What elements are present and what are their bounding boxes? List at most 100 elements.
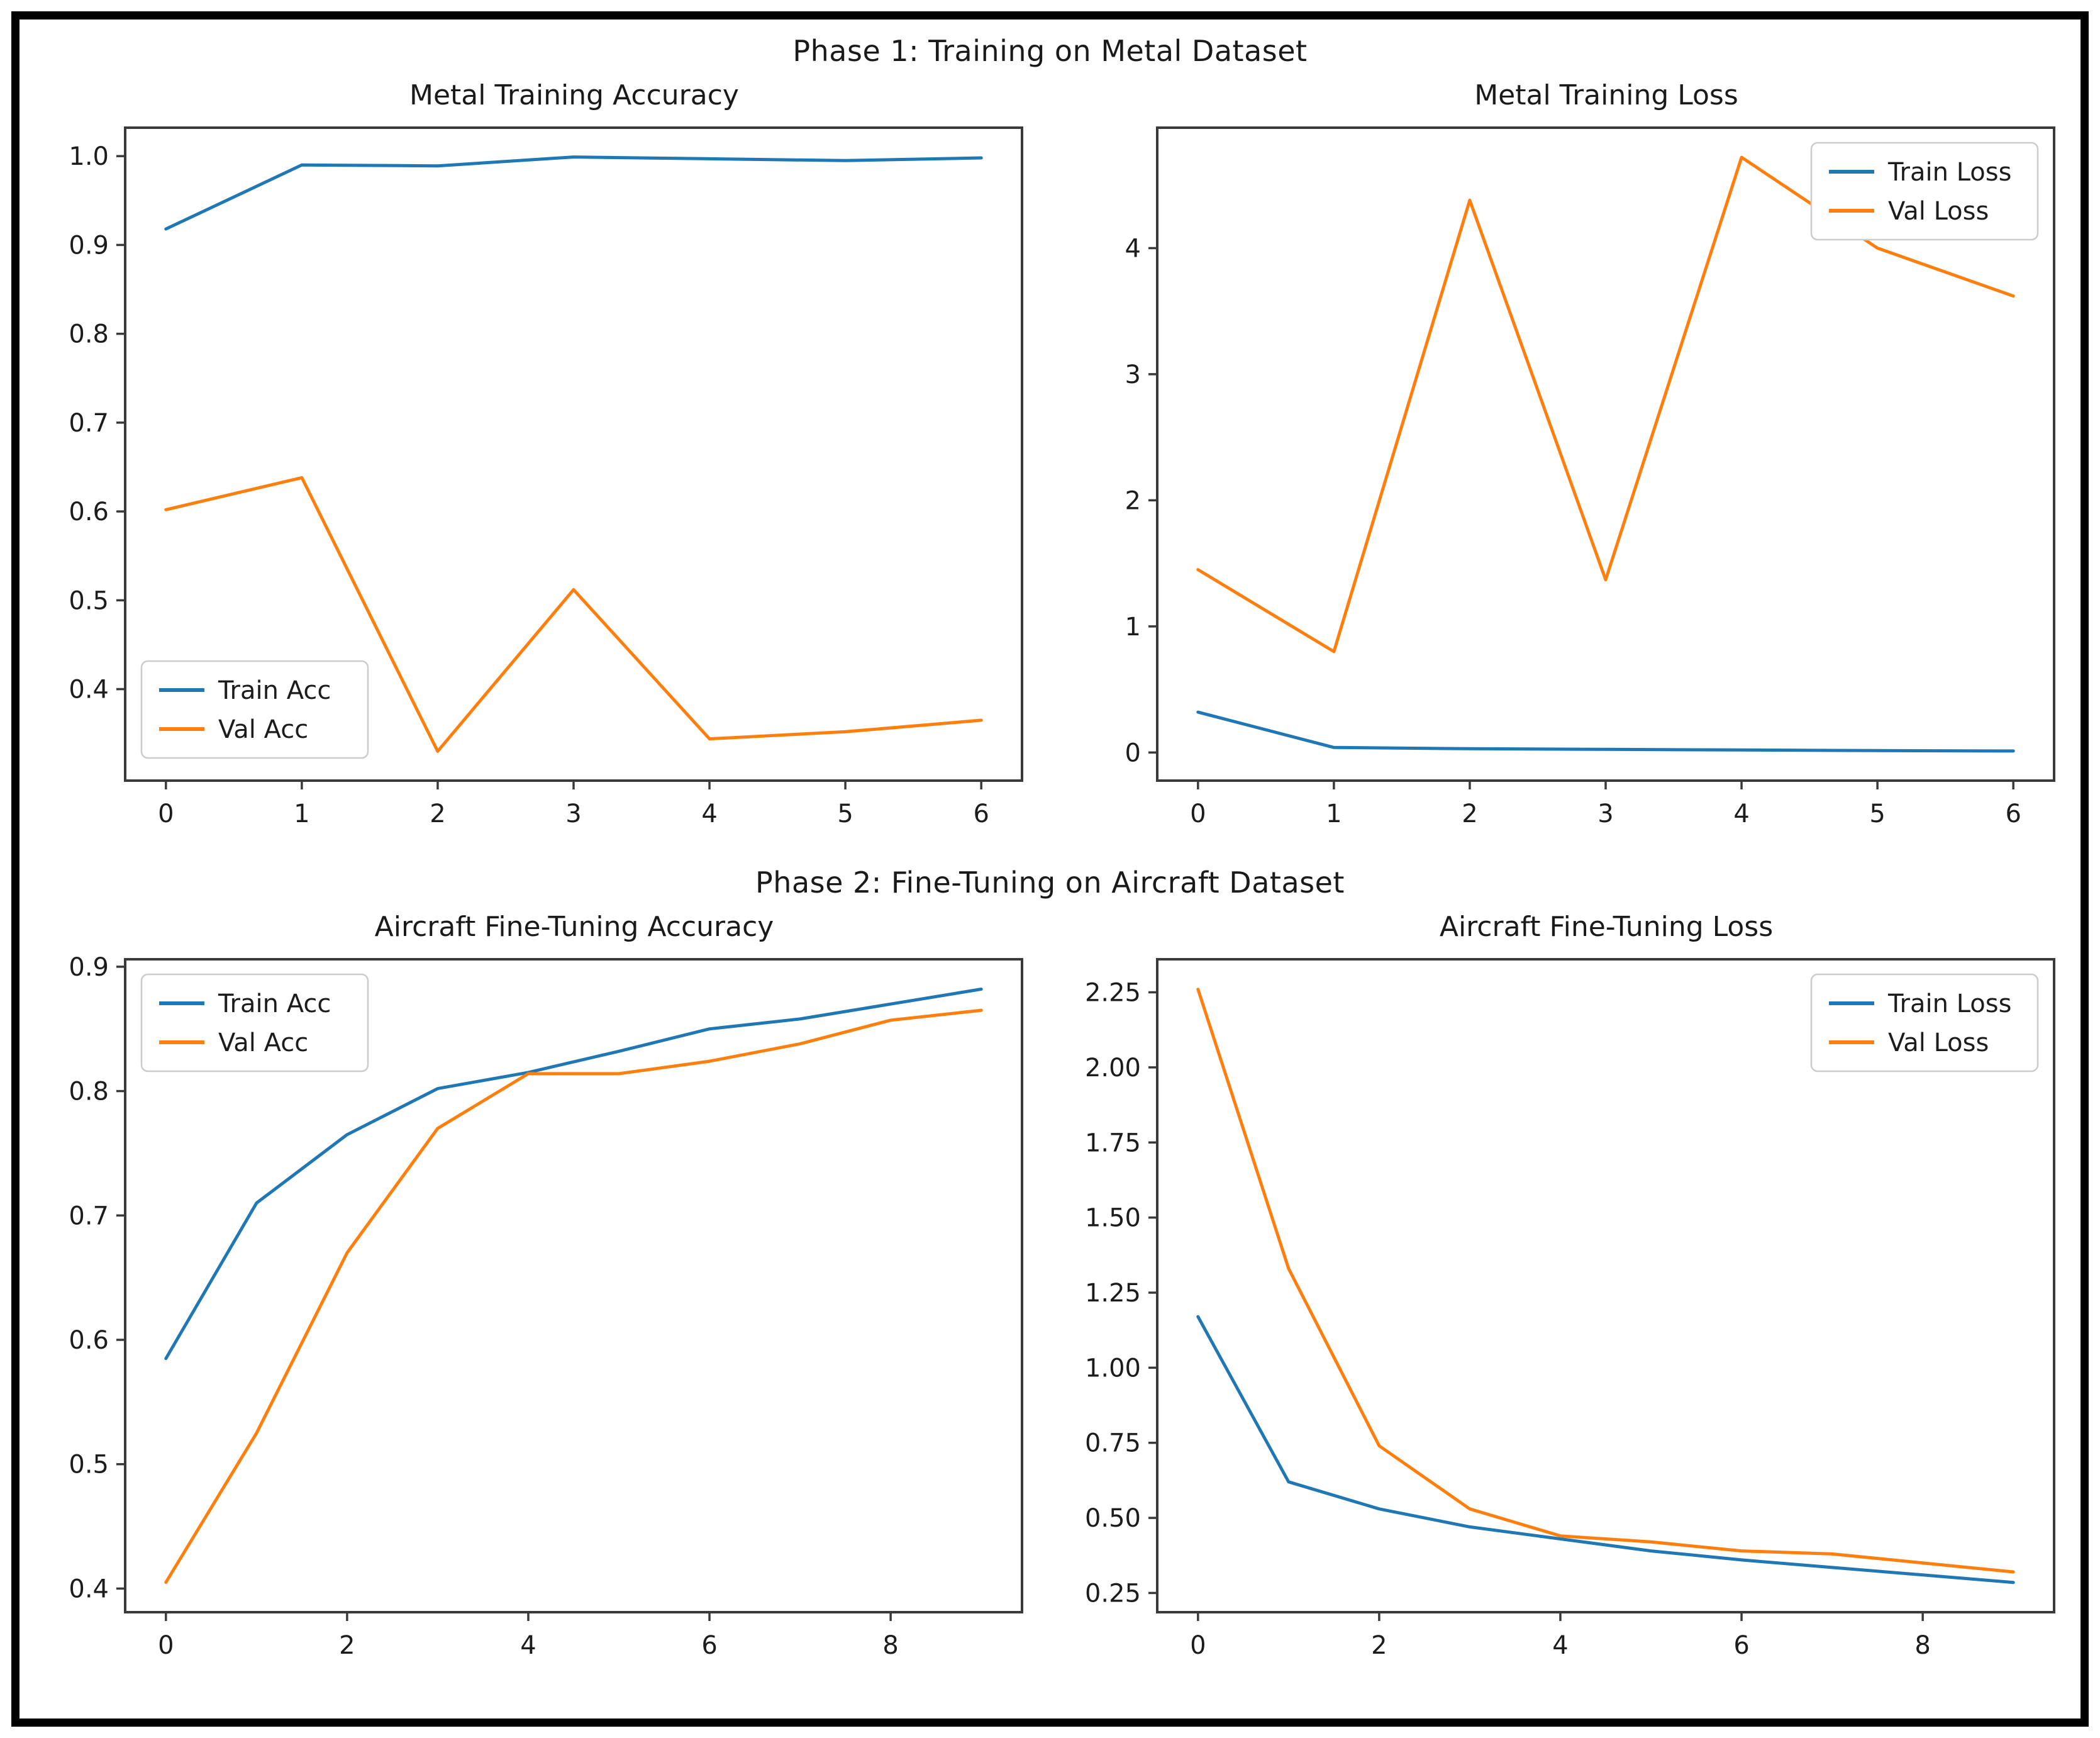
x-axis-ticks: 0 2 4 6 8 — [158, 1612, 899, 1660]
y-tick-label: 0.9 — [69, 953, 109, 982]
y-tick-label: 2.00 — [1085, 1054, 1141, 1083]
x-tick-label: 8 — [882, 1631, 898, 1660]
legend-box — [140, 973, 369, 1072]
x-tick-label: 3 — [1597, 799, 1613, 828]
val-acc-legend-label: Val Acc — [218, 1028, 308, 1057]
phase-2-suptitle: Phase 2: Fine-Tuning on Aircraft Dataset — [755, 866, 1345, 900]
x-tick-label: 0 — [1190, 799, 1206, 828]
x-tick-label: 1 — [294, 799, 309, 828]
metal-training-loss-plot: 0 1 2 3 4 0 1 2 3 4 5 6 Train Loss Val Loss — [1125, 126, 2055, 828]
x-tick-label: 6 — [973, 799, 989, 828]
y-tick-label: 0.8 — [69, 320, 109, 349]
y-tick-label: 0.7 — [69, 1201, 109, 1230]
y-tick-label: 1.0 — [69, 142, 109, 171]
y-tick-label: 0.50 — [1085, 1504, 1141, 1533]
x-tick-label: 4 — [701, 799, 717, 828]
legend-box — [1810, 142, 2039, 241]
train-acc-legend-label: Train Acc — [218, 676, 331, 705]
y-tick-label: 0.5 — [69, 1451, 109, 1479]
y-tick-label: 1.25 — [1085, 1279, 1141, 1308]
y-tick-label: 0.9 — [69, 231, 109, 260]
chart-title-metal-training-accuracy: Metal Training Accuracy — [409, 79, 739, 111]
train-loss-line — [1196, 1315, 2015, 1585]
x-tick-label: 0 — [158, 1631, 174, 1660]
chart-metal-training-loss: Metal Training Loss 0 1 2 3 4 0 1 2 3 4 5 6 Train Lo… — [1069, 75, 2063, 846]
val-loss-line — [1196, 988, 2015, 1574]
y-tick-label: 2 — [1125, 486, 1141, 515]
phase-1-suptitle: Phase 1: Training on Metal Dataset — [792, 34, 1308, 68]
phase-1-chart-row: Metal Training Accuracy 0.4 0.5 0.6 0.7 0.8 0… — [19, 75, 2081, 846]
val-acc-line — [164, 1008, 983, 1584]
val-loss-legend-label: Val Loss — [1888, 1028, 1989, 1057]
y-tick-label: 1.75 — [1085, 1128, 1141, 1157]
y-tick-label: 2.25 — [1085, 979, 1141, 1008]
y-tick-label: 0.5 — [69, 586, 109, 615]
y-tick-label: 0.6 — [69, 498, 109, 526]
x-tick-label: 2 — [430, 799, 445, 828]
chart-aircraft-finetuning-loss: Aircraft Fine-Tuning Loss 0.25 0.50 0.75 1.… — [1069, 906, 2063, 1678]
x-tick-label: 6 — [2005, 799, 2021, 828]
y-tick-label: 0.7 — [69, 409, 109, 438]
aircraft-finetuning-loss-plot: 0.25 0.50 0.75 1.00 1.25 1.50 1.75 2.00 2.25 0 2 4 6… — [1085, 958, 2055, 1660]
train-acc-line — [164, 155, 983, 231]
y-tick-label: 0.4 — [69, 1574, 109, 1603]
y-tick-label: 0.75 — [1085, 1429, 1141, 1458]
val-loss-line — [1196, 155, 2015, 654]
chart-title-aircraft-finetuning-accuracy: Aircraft Fine-Tuning Accuracy — [374, 911, 774, 943]
train-acc-line — [164, 988, 983, 1361]
x-tick-label: 2 — [1462, 799, 1477, 828]
x-tick-label: 8 — [1914, 1631, 1930, 1660]
val-acc-line — [164, 476, 983, 753]
x-axis-ticks: 0 1 2 3 4 5 6 — [158, 781, 989, 828]
x-tick-label: 1 — [1326, 799, 1342, 828]
chart-aircraft-finetuning-accuracy: Aircraft Fine-Tuning Accuracy 0.4 0.5 0.6 0… — [37, 906, 1031, 1678]
train-loss-legend-label: Train Loss — [1887, 989, 2011, 1018]
x-tick-label: 4 — [520, 1631, 536, 1660]
chart-title-metal-training-loss: Metal Training Loss — [1474, 79, 1738, 111]
x-axis-ticks: 0 2 4 6 8 — [1190, 1612, 1931, 1660]
x-tick-label: 4 — [1552, 1631, 1568, 1660]
legend-box — [140, 660, 369, 759]
x-tick-label: 0 — [158, 799, 174, 828]
chart-title-aircraft-finetuning-loss: Aircraft Fine-Tuning Loss — [1439, 911, 1774, 943]
figure-border: Phase 1: Training on Metal Dataset Metal… — [11, 11, 2089, 1727]
metal-training-accuracy-plot: 0.4 0.5 0.6 0.7 0.8 0.9 1.0 0 1 2 3 4 5 6 Train Acc Val… — [69, 126, 1023, 828]
y-axis-ticks: 0.4 0.5 0.6 0.7 0.8 0.9 — [69, 953, 125, 1603]
x-tick-label: 6 — [701, 1631, 717, 1660]
y-axis-ticks: 0 1 2 3 4 — [1125, 234, 1157, 767]
x-tick-label: 2 — [339, 1631, 355, 1660]
x-tick-label: 0 — [1190, 1631, 1206, 1660]
y-tick-label: 3 — [1125, 360, 1141, 389]
val-loss-legend-label: Val Loss — [1888, 197, 1989, 226]
x-tick-label: 4 — [1733, 799, 1749, 828]
y-tick-label: 0.25 — [1085, 1579, 1141, 1608]
y-tick-label: 0.6 — [69, 1326, 109, 1355]
y-tick-label: 1.50 — [1085, 1204, 1141, 1233]
x-tick-label: 5 — [837, 799, 853, 828]
y-tick-label: 1 — [1125, 613, 1141, 642]
legend-box — [1810, 973, 2039, 1072]
x-axis-ticks: 0 1 2 3 4 5 6 — [1190, 781, 2021, 828]
legend: Train Acc Val Acc — [140, 660, 369, 759]
y-axis-ticks: 0.25 0.50 0.75 1.00 1.25 1.50 1.75 2.00 2.25 — [1085, 979, 1157, 1608]
val-acc-legend-label: Val Acc — [218, 715, 308, 744]
train-acc-legend-label: Train Acc — [218, 989, 331, 1018]
y-tick-label: 0.4 — [69, 676, 109, 705]
chart-metal-training-accuracy: Metal Training Accuracy 0.4 0.5 0.6 0.7 0.8 0… — [37, 75, 1031, 846]
y-axis-ticks: 0.4 0.5 0.6 0.7 0.8 0.9 1.0 — [69, 142, 125, 705]
phase-2-chart-row: Aircraft Fine-Tuning Accuracy 0.4 0.5 0.6 0… — [19, 906, 2081, 1678]
train-loss-line — [1196, 710, 2015, 753]
y-tick-label: 1.00 — [1085, 1354, 1141, 1383]
legend: Train Acc Val Acc — [140, 973, 369, 1072]
y-tick-label: 0.8 — [69, 1078, 109, 1106]
x-tick-label: 5 — [1869, 799, 1885, 828]
legend: Train Loss Val Loss — [1810, 142, 2039, 241]
train-loss-legend-label: Train Loss — [1887, 158, 2011, 187]
aircraft-finetuning-accuracy-plot: 0.4 0.5 0.6 0.7 0.8 0.9 0 2 4 6 8 Train Acc Val Acc — [69, 953, 1023, 1660]
x-tick-label: 6 — [1733, 1631, 1749, 1660]
x-tick-label: 3 — [565, 799, 581, 828]
y-tick-label: 0 — [1125, 738, 1141, 767]
y-tick-label: 4 — [1125, 234, 1141, 263]
legend: Train Loss Val Loss — [1810, 973, 2039, 1072]
